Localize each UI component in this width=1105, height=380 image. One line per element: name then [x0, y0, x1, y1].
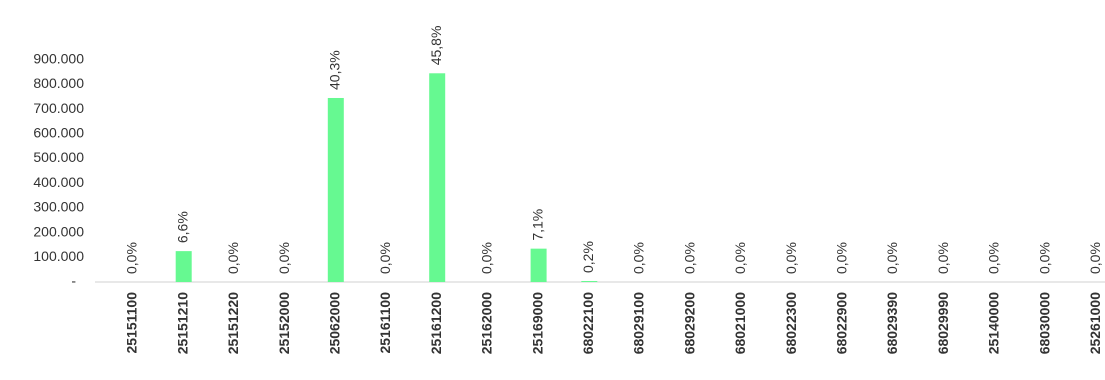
y-tick-label: 700.000	[33, 100, 84, 116]
y-tick-label: 500.000	[33, 149, 84, 165]
x-tick-label: 68029200	[681, 292, 697, 355]
data-label: 0,0%	[732, 242, 748, 274]
x-tick-label: 25140000	[986, 292, 1002, 355]
x-tick-label: 25151220	[225, 292, 241, 355]
data-label: 0,0%	[1087, 242, 1103, 274]
x-tick-label: 25161100	[377, 292, 393, 354]
data-label: 0,0%	[783, 242, 799, 274]
data-label: 0,0%	[1036, 242, 1052, 274]
data-label: 45,8%	[428, 26, 444, 66]
data-label: 0,0%	[377, 242, 393, 274]
y-tick-label: -	[71, 273, 76, 289]
y-tick-label: 100.000	[33, 248, 84, 264]
data-label: 7,1%	[529, 209, 545, 241]
x-tick-label: 68022100	[580, 292, 596, 355]
x-tick-label: 68029990	[935, 292, 951, 355]
bar	[175, 251, 192, 282]
y-tick-label: 900.000	[33, 50, 84, 66]
data-label: 0,0%	[884, 242, 900, 274]
y-tick-label: 200.000	[33, 223, 84, 239]
y-tick-label: 400.000	[33, 174, 84, 190]
bar	[530, 248, 547, 282]
x-tick-label: 68030000	[1036, 292, 1052, 355]
data-label: 0,0%	[225, 242, 241, 274]
data-label: 6,6%	[174, 211, 190, 243]
x-tick-label: 25161200	[428, 292, 444, 355]
data-label: 0,0%	[986, 242, 1002, 274]
x-tick-label: 25062000	[327, 292, 343, 355]
data-label: 0,0%	[935, 242, 951, 274]
data-label: 0,2%	[580, 241, 596, 273]
x-tick-label: 68022300	[783, 292, 799, 355]
x-tick-label: 25151210	[174, 292, 190, 355]
y-tick-label: 800.000	[33, 75, 84, 91]
x-tick-label: 25169000	[529, 292, 545, 355]
data-label: 0,0%	[124, 242, 140, 274]
y-tick-label: 600.000	[33, 125, 84, 141]
data-label: 0,0%	[276, 242, 292, 274]
data-label: 0,0%	[834, 242, 850, 274]
x-tick-label: 68022900	[834, 292, 850, 355]
data-label: 40,3%	[327, 50, 343, 90]
x-tick-label: 25151100	[124, 292, 140, 354]
bar	[581, 281, 598, 282]
x-tick-label: 25261000	[1087, 292, 1103, 355]
x-tick-label: 68021000	[732, 292, 748, 355]
data-label: 0,0%	[631, 242, 647, 274]
x-tick-label: 68029390	[884, 292, 900, 355]
x-tick-label: 68029100	[631, 292, 647, 355]
bar	[327, 97, 344, 282]
x-tick-label: 25152000	[276, 292, 292, 355]
bar	[429, 73, 446, 282]
data-label: 0,0%	[681, 242, 697, 274]
data-label: 0,0%	[479, 242, 495, 274]
x-tick-label: 25162000	[479, 292, 495, 355]
y-tick-label: 300.000	[33, 199, 84, 215]
